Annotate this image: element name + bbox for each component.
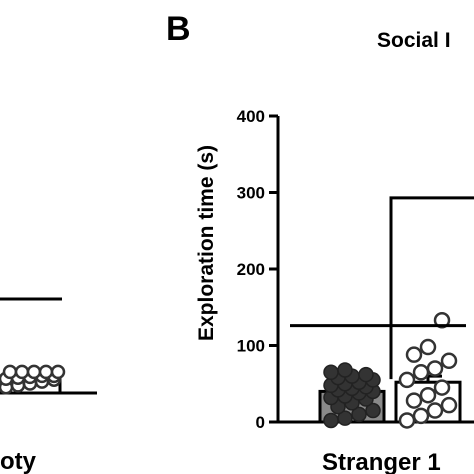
data-point — [398, 371, 416, 389]
data-point — [323, 364, 339, 381]
data-point — [419, 386, 437, 404]
y-tick-label: 200 — [237, 260, 265, 279]
significance-bracket — [389, 196, 474, 380]
left-panel-data-point — [2, 364, 18, 380]
data-point — [419, 338, 437, 356]
left-panel-data-point — [14, 364, 30, 380]
data-point — [323, 412, 339, 429]
data-point — [440, 352, 458, 370]
y-tick-label: 400 — [237, 107, 265, 126]
left-panel-xlabel: oty — [0, 448, 37, 474]
data-point — [337, 410, 353, 426]
data-point — [440, 396, 458, 414]
x-group-label: Stranger 1 — [322, 449, 441, 474]
y-tick-label: 100 — [237, 337, 265, 356]
data-point — [426, 402, 444, 419]
data-point — [337, 362, 353, 378]
data-point — [365, 402, 381, 419]
data-point — [405, 346, 423, 363]
data-point — [405, 392, 423, 409]
data-point — [412, 407, 430, 425]
chart-title: Social I — [377, 29, 451, 52]
data-point — [433, 379, 451, 396]
left-panel-data-point — [50, 364, 66, 380]
left-panel-data-point — [38, 364, 54, 380]
data-point — [433, 312, 451, 329]
data-point — [351, 406, 367, 423]
y-tick-label: 300 — [237, 184, 265, 203]
left-panel-data-point — [26, 364, 42, 380]
panel-label: B — [166, 10, 191, 48]
data-point — [412, 364, 430, 381]
data-point — [358, 366, 374, 383]
y-axis-label: Exploration time (s) — [195, 145, 218, 341]
data-point — [426, 360, 444, 377]
y-tick-label: 0 — [256, 413, 265, 432]
data-point — [398, 412, 416, 429]
